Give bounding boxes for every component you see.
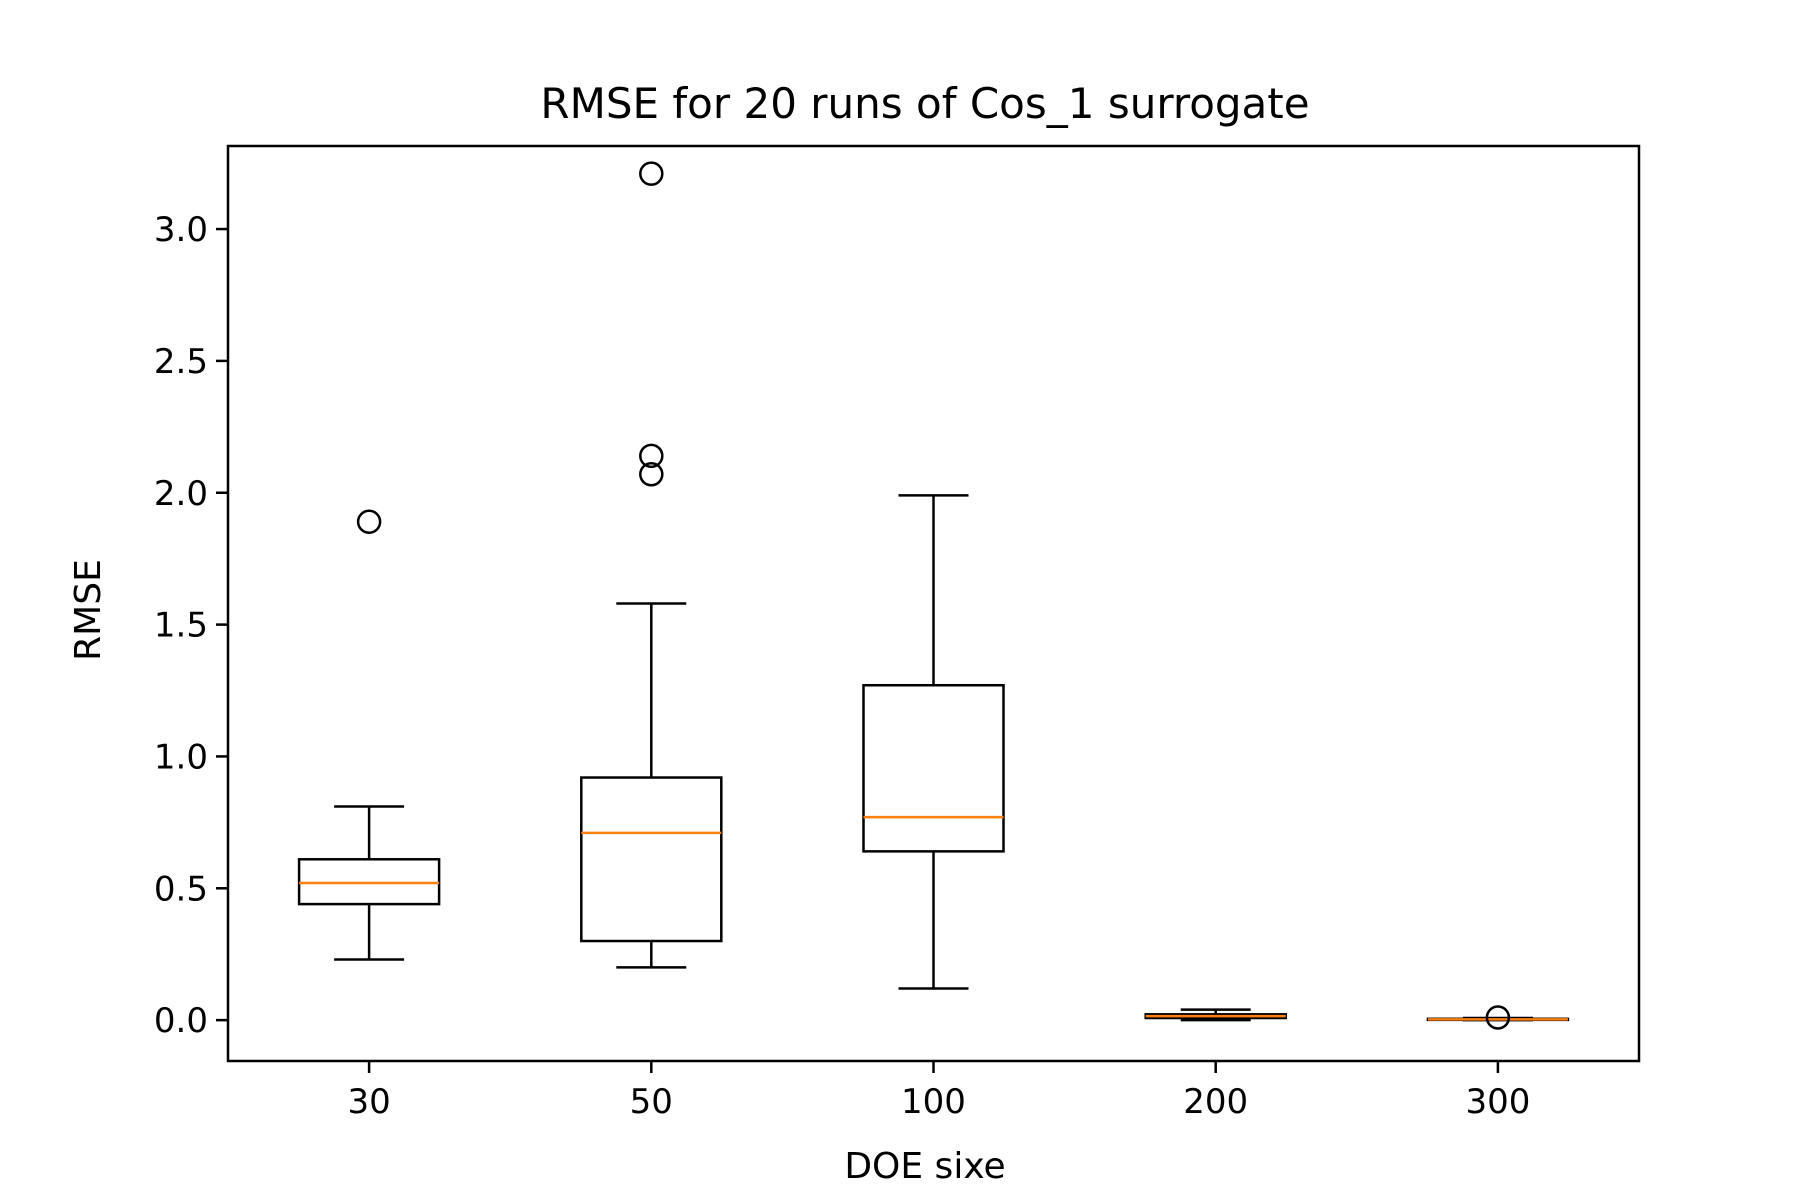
outlier-point: [356, 509, 382, 535]
y-tick-label: 0.5: [154, 869, 208, 909]
y-tick-label: 1.0: [154, 737, 208, 777]
outlier-point: [639, 443, 664, 469]
outlier-point: [1485, 1005, 1511, 1030]
box-iqr: [862, 683, 1005, 853]
box-30: [297, 509, 441, 961]
y-axis-label: RMSE: [68, 559, 109, 661]
box-100: [862, 494, 1005, 990]
y-tick-label: 1.5: [154, 606, 208, 646]
box-300: [1426, 1005, 1570, 1030]
y-tick-label: 0.0: [154, 1001, 208, 1041]
box-50: [580, 161, 723, 969]
outlier-point: [639, 161, 664, 186]
boxes-group: [297, 161, 1570, 1030]
y-tick-label: 3.0: [154, 210, 208, 250]
x-axis: 30 50 100 200 300: [347, 1061, 1530, 1122]
box-200: [1144, 1008, 1287, 1022]
x-tick-label: 200: [1183, 1082, 1248, 1122]
x-tick-label: 100: [901, 1082, 966, 1122]
y-tick-label: 2.5: [154, 342, 208, 382]
x-tick-label: 300: [1465, 1082, 1530, 1122]
chart-title: RMSE for 20 runs of Cos_1 surrogate: [540, 79, 1309, 128]
y-tick-label: 2.0: [154, 474, 208, 514]
box-iqr: [580, 776, 723, 943]
x-axis-label: DOE sixe: [844, 1146, 1005, 1187]
x-tick-label: 30: [347, 1082, 390, 1122]
y-axis: 0.0 0.5 1.0 1.5 2.0 2.5 3.0: [154, 210, 228, 1041]
outlier-point: [639, 462, 664, 487]
box-iqr: [297, 858, 441, 906]
x-tick-label: 50: [630, 1082, 673, 1122]
